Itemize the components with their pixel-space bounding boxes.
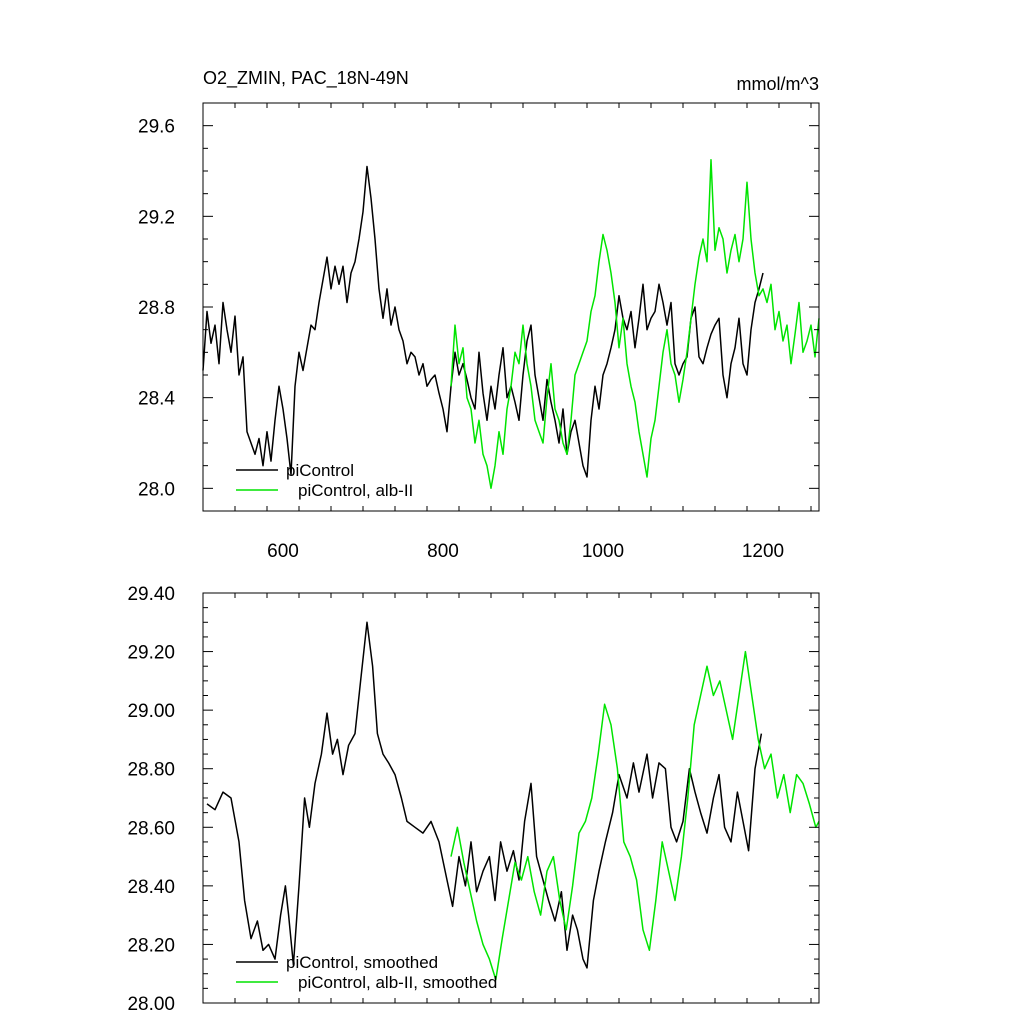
legend-label-alb-ii: piControl, alb-II xyxy=(298,481,413,500)
units-label: mmol/m^3 xyxy=(737,74,819,94)
x-tick-label: 1200 xyxy=(742,541,784,562)
y-tick-label: 28.20 xyxy=(127,935,175,956)
series-line-picontrol xyxy=(202,165,764,478)
plot-frame xyxy=(202,102,820,512)
y-tick-label: 28.60 xyxy=(127,818,175,839)
y-tick-label: 29.00 xyxy=(127,701,175,722)
y-tick-label: 28.00 xyxy=(127,994,175,1015)
y-tick-label: 29.2 xyxy=(138,207,175,228)
top-panel: 600 800 1000 1200 28.0 28.4 28.8 29.2 29.6 O2_ZMI… xyxy=(138,68,820,562)
chart-title: O2_ZMIN, PAC_18N-49N xyxy=(203,68,409,89)
x-tick-label: 800 xyxy=(427,541,459,562)
x-tick-label: 1000 xyxy=(582,541,624,562)
series-line-alb-ii xyxy=(450,650,820,981)
legend-label-picontrol: piControl xyxy=(286,461,354,480)
y-tick-label: 29.6 xyxy=(138,117,175,138)
legend-label-alb-ii: piControl, alb-II, smoothed xyxy=(298,973,497,992)
y-tick-label: 28.8 xyxy=(138,298,175,319)
y-tick-label: 29.20 xyxy=(127,643,175,664)
x-tick-label: 600 xyxy=(267,541,299,562)
series-line-picontrol xyxy=(206,621,763,969)
legend-label-picontrol: piControl, smoothed xyxy=(286,953,438,972)
series-line-alb-ii xyxy=(450,158,820,490)
y-tick-label: 29.40 xyxy=(127,584,175,605)
y-tick-label: 28.0 xyxy=(138,479,175,500)
y-tick-label: 28.4 xyxy=(138,389,175,410)
y-tick-label: 28.40 xyxy=(127,877,175,898)
y-tick-label: 28.80 xyxy=(127,760,175,781)
bottom-panel: 28.00 28.20 28.40 28.60 28.80 29.00 29.20 29.40… xyxy=(127,584,820,1015)
